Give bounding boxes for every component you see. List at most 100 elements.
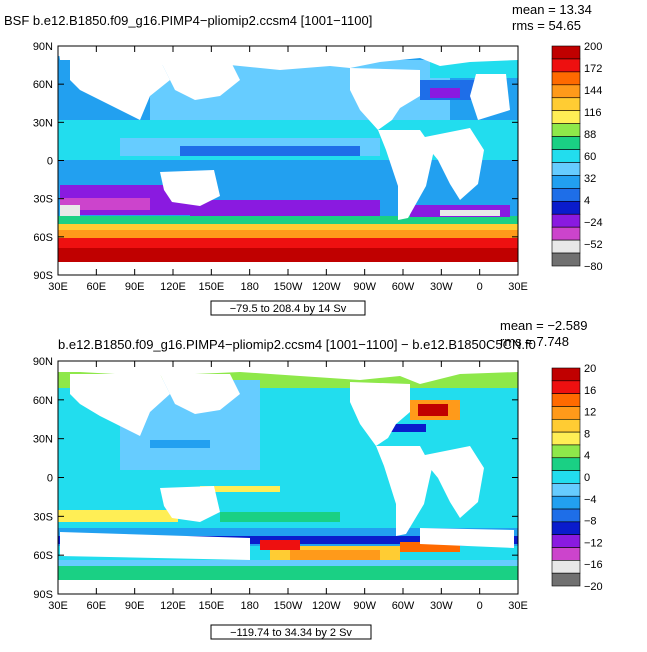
top-range-label: −79.5 to 208.4 by 14 Sv <box>230 303 347 315</box>
bottom-map-field <box>58 361 518 594</box>
colorbar-swatch <box>551 470 581 484</box>
colorbar-label: 200 <box>584 41 602 53</box>
bottom-lat-label: 90S <box>33 589 53 601</box>
bottom-rms: rms = 7.748 <box>500 334 569 349</box>
colorbar-swatch <box>551 367 581 382</box>
colorbar-swatch <box>551 495 581 510</box>
colorbar-label: −20 <box>584 581 603 593</box>
top-panel: BSF b.e12.B1850.f09_g16.PIMP4−pliomip2.c… <box>4 2 603 316</box>
bottom-lat-label: 90N <box>33 356 53 368</box>
colorbar-label: 4 <box>584 450 590 462</box>
colorbar-swatch <box>551 200 581 215</box>
colorbar-swatch <box>551 572 581 587</box>
top-rms: rms = 54.65 <box>512 18 581 33</box>
bottom-lon-label: 60E <box>87 600 107 612</box>
top-lon-label: 150E <box>198 281 224 293</box>
top-lon-label: 30W <box>430 281 453 293</box>
colorbar-label: −24 <box>584 217 603 229</box>
bottom-range-label: −119.74 to 34.34 by 2 Sv <box>230 627 352 639</box>
colorbar-swatch <box>551 226 581 241</box>
colorbar-swatch <box>551 239 581 254</box>
colorbar-label: 32 <box>584 173 596 185</box>
top-lat-label: 30N <box>33 117 53 129</box>
bottom-lon-label: 120E <box>160 600 186 612</box>
colorbar-swatch <box>551 149 581 163</box>
colorbar-swatch <box>551 431 581 446</box>
top-title: BSF b.e12.B1850.f09_g16.PIMP4−pliomip2.c… <box>4 13 372 28</box>
top-lon-label: 120W <box>312 281 341 293</box>
bottom-lon-label: 30E <box>508 600 528 612</box>
bottom-lat-label: 0 <box>47 473 53 485</box>
top-lat-label: 0 <box>47 156 53 168</box>
bottom-lat-label: 60S <box>33 550 53 562</box>
bottom-lon-label: 90W <box>353 600 376 612</box>
top-lon-label: 60W <box>392 281 415 293</box>
colorbar-label: 20 <box>584 363 596 375</box>
colorbar-swatch <box>551 483 581 497</box>
bottom-lat-label: 60N <box>33 395 53 407</box>
top-lon-label: 150W <box>274 281 303 293</box>
colorbar-label: −4 <box>584 494 597 506</box>
top-lon-label: 60E <box>87 281 107 293</box>
colorbar-label: 16 <box>584 385 596 397</box>
colorbar-swatch <box>551 84 581 99</box>
colorbar-swatch <box>551 508 581 523</box>
colorbar-label: −8 <box>584 516 597 528</box>
colorbar-label: −52 <box>584 239 603 251</box>
top-lon-label: 30E <box>48 281 68 293</box>
colorbar-swatch <box>551 71 581 86</box>
top-range-box <box>210 300 366 316</box>
bottom-lon-label: 0 <box>477 600 483 612</box>
colorbar-swatch <box>551 97 581 112</box>
top-lon-label: 120E <box>160 281 186 293</box>
colorbar-swatch <box>551 547 581 561</box>
colorbar-label: −80 <box>584 261 603 273</box>
colorbar-label: 0 <box>584 472 590 484</box>
colorbar-label: −12 <box>584 537 603 549</box>
bottom-lon-label: 30E <box>48 600 68 612</box>
colorbar-label: 116 <box>584 107 602 119</box>
colorbar-swatch <box>551 136 581 150</box>
colorbar-swatch <box>551 110 581 124</box>
colorbar-label: 88 <box>584 129 596 141</box>
bottom-title: b.e12.B1850.f09_g16.PIMP4−pliomip2.ccsm4… <box>58 337 536 352</box>
bottom-lat-label: 30S <box>33 511 53 523</box>
top-lon-label: 180 <box>240 281 258 293</box>
colorbar-swatch <box>551 175 581 189</box>
colorbar-swatch <box>551 252 581 267</box>
colorbar-swatch <box>551 188 581 202</box>
bottom-mean: mean = −2.589 <box>500 318 587 333</box>
top-map-field <box>58 46 518 275</box>
top-lat-label: 90S <box>33 270 53 282</box>
bottom-lon-label: 90E <box>125 600 145 612</box>
top-lon-label: 0 <box>477 281 483 293</box>
colorbar-label: −16 <box>584 559 603 571</box>
colorbar-swatch <box>551 457 581 471</box>
bottom-lon-label: 150E <box>198 600 224 612</box>
colorbar-swatch <box>551 58 581 73</box>
colorbar-swatch <box>551 393 581 407</box>
colorbar-swatch <box>551 444 581 459</box>
colorbar-swatch <box>551 123 581 137</box>
colorbar-swatch <box>551 406 581 420</box>
bottom-lat-label: 30N <box>33 434 53 446</box>
colorbar-label: 12 <box>584 407 596 419</box>
bottom-lon-label: 30W <box>430 600 453 612</box>
top-lon-label: 30E <box>508 281 528 293</box>
bottom-lon-label: 60W <box>392 600 415 612</box>
top-lat-label: 60N <box>33 79 53 91</box>
bottom-range-box <box>210 624 372 640</box>
bottom-colorbar: 20 16 12 8 4 0 −4 −8 −12 −16 −20 <box>551 363 603 593</box>
colorbar-swatch <box>551 418 581 433</box>
top-lat-label: 60S <box>33 232 53 244</box>
colorbar-swatch <box>551 162 581 176</box>
top-lat-label: 90N <box>33 41 53 53</box>
colorbar-swatch <box>551 380 581 394</box>
colorbar-label: 144 <box>584 85 602 97</box>
top-lon-label: 90W <box>353 281 376 293</box>
colorbar-swatch <box>551 560 581 574</box>
bottom-lon-label: 180 <box>240 600 258 612</box>
